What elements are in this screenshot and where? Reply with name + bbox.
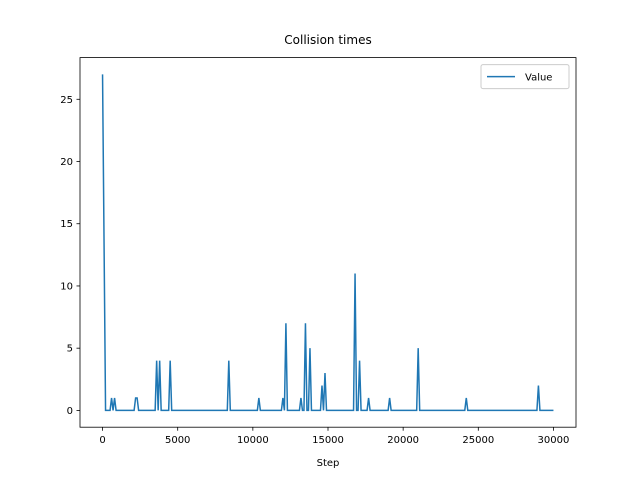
x-tick-label: 5000 bbox=[165, 435, 190, 446]
y-tick-label: 10 bbox=[60, 281, 73, 292]
y-tick-label: 15 bbox=[60, 219, 73, 230]
y-tick-label: 0 bbox=[67, 406, 73, 417]
legend-box bbox=[480, 64, 570, 90]
x-tick-label: 10000 bbox=[237, 435, 269, 446]
x-tick-label: 20000 bbox=[387, 435, 419, 446]
y-tick-label: 20 bbox=[60, 157, 73, 168]
chart-title: Collision times bbox=[284, 33, 371, 47]
x-axis-label: Step bbox=[317, 458, 340, 469]
x-tick-label: 0 bbox=[99, 435, 105, 446]
data-line bbox=[101, 74, 554, 412]
plot-frame bbox=[79, 57, 577, 428]
y-tick-label: 25 bbox=[60, 95, 73, 106]
legend-label: Value bbox=[525, 73, 552, 84]
x-tick-label: 30000 bbox=[538, 435, 570, 446]
x-tick-label: 25000 bbox=[462, 435, 494, 446]
y-tick-label: 5 bbox=[67, 344, 73, 355]
x-tick-label: 15000 bbox=[312, 435, 344, 446]
